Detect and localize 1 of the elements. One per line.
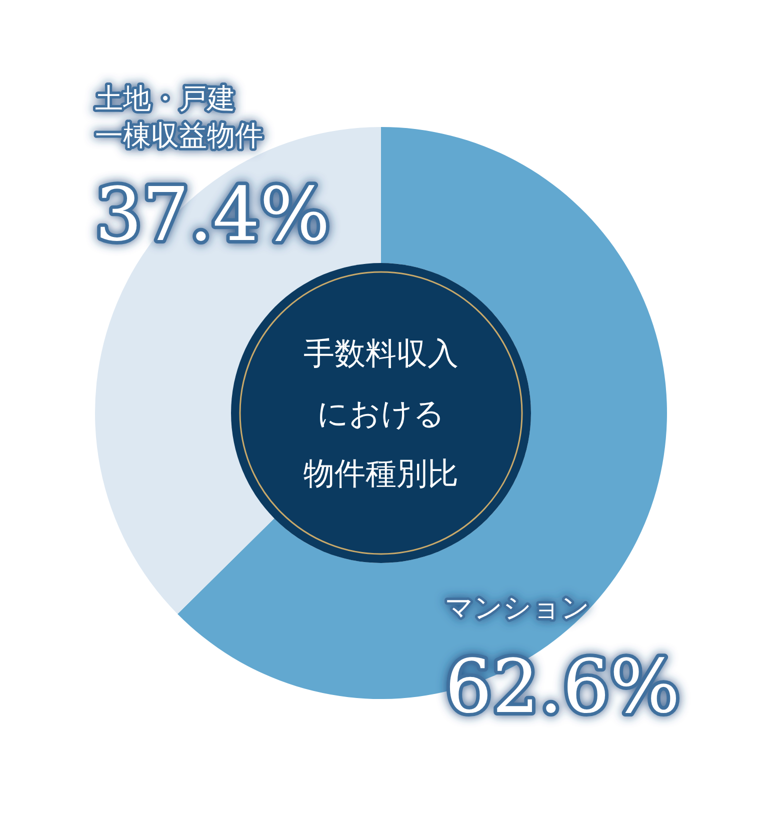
text: 手数料収入における物件種別比: [304, 336, 458, 492]
